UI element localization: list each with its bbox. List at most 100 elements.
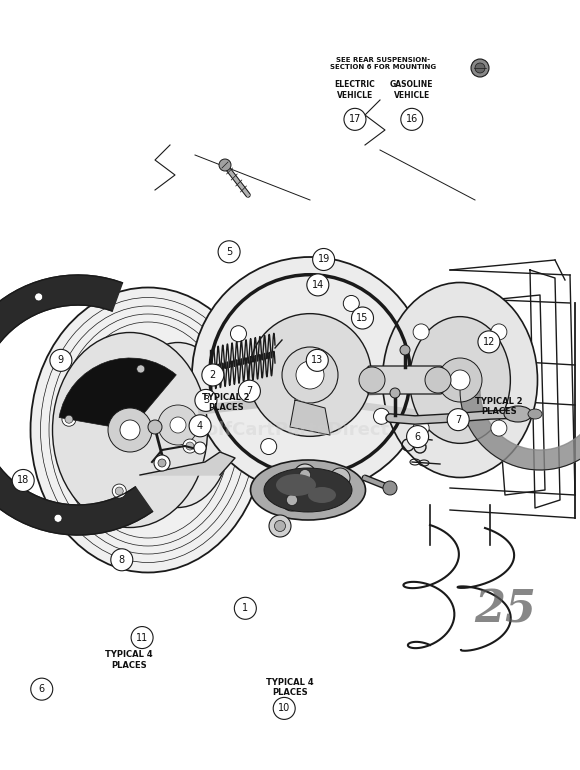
Circle shape bbox=[374, 408, 390, 424]
Text: TYPICAL 4
PLACES: TYPICAL 4 PLACES bbox=[105, 650, 153, 670]
Circle shape bbox=[475, 63, 485, 73]
Text: 6: 6 bbox=[415, 432, 420, 441]
Circle shape bbox=[170, 417, 186, 433]
Circle shape bbox=[115, 487, 123, 495]
Ellipse shape bbox=[409, 316, 510, 444]
Circle shape bbox=[120, 420, 140, 440]
Circle shape bbox=[401, 109, 423, 130]
Circle shape bbox=[219, 159, 231, 171]
Text: TYPICAL 2
PLACES: TYPICAL 2 PLACES bbox=[475, 397, 523, 417]
Text: 5: 5 bbox=[226, 247, 232, 256]
Text: 1: 1 bbox=[242, 604, 248, 613]
Ellipse shape bbox=[123, 343, 233, 507]
Circle shape bbox=[12, 470, 34, 491]
Text: 17: 17 bbox=[349, 115, 361, 124]
Circle shape bbox=[281, 489, 303, 511]
Text: 10: 10 bbox=[278, 704, 291, 713]
Ellipse shape bbox=[382, 283, 538, 477]
Text: 8: 8 bbox=[119, 555, 125, 564]
Text: 18: 18 bbox=[17, 476, 30, 485]
Circle shape bbox=[234, 598, 256, 619]
Circle shape bbox=[230, 326, 246, 342]
Text: 14: 14 bbox=[311, 280, 324, 290]
Circle shape bbox=[148, 420, 162, 434]
Circle shape bbox=[273, 698, 295, 719]
Text: GASOLINE
VEHICLE: GASOLINE VEHICLE bbox=[390, 80, 433, 100]
Circle shape bbox=[269, 515, 291, 537]
Circle shape bbox=[62, 412, 76, 427]
Circle shape bbox=[344, 109, 366, 130]
Circle shape bbox=[400, 345, 410, 355]
Circle shape bbox=[218, 241, 240, 263]
Circle shape bbox=[343, 296, 359, 312]
Circle shape bbox=[111, 549, 133, 571]
Text: 9: 9 bbox=[58, 356, 64, 365]
Polygon shape bbox=[0, 275, 153, 535]
Circle shape bbox=[287, 494, 298, 505]
Circle shape bbox=[113, 484, 126, 498]
Circle shape bbox=[450, 370, 470, 390]
Circle shape bbox=[425, 367, 451, 393]
Circle shape bbox=[413, 420, 429, 436]
Circle shape bbox=[238, 380, 260, 402]
Circle shape bbox=[359, 367, 385, 393]
Ellipse shape bbox=[31, 287, 266, 573]
Text: 2: 2 bbox=[210, 370, 216, 380]
Circle shape bbox=[189, 415, 211, 437]
Circle shape bbox=[194, 442, 206, 454]
Circle shape bbox=[154, 455, 170, 471]
Text: TYPICAL 2
PLACES: TYPICAL 2 PLACES bbox=[202, 393, 250, 413]
Text: SEE REAR SUSPENSION-
SECTION 6 FOR MOUNTING: SEE REAR SUSPENSION- SECTION 6 FOR MOUNT… bbox=[330, 58, 436, 70]
Circle shape bbox=[274, 521, 285, 531]
Text: 11: 11 bbox=[136, 633, 148, 642]
Ellipse shape bbox=[251, 460, 365, 520]
Circle shape bbox=[108, 408, 152, 452]
Text: 12: 12 bbox=[483, 337, 495, 346]
Circle shape bbox=[249, 313, 371, 437]
Polygon shape bbox=[290, 400, 330, 435]
Text: 25: 25 bbox=[474, 588, 536, 631]
Circle shape bbox=[306, 350, 328, 371]
Text: 15: 15 bbox=[356, 313, 369, 323]
Wedge shape bbox=[59, 358, 176, 430]
Circle shape bbox=[438, 358, 482, 402]
Circle shape bbox=[35, 293, 43, 301]
Circle shape bbox=[195, 390, 217, 411]
Ellipse shape bbox=[264, 468, 352, 512]
Text: ELECTRIC
VEHICLE: ELECTRIC VEHICLE bbox=[335, 80, 375, 100]
Circle shape bbox=[31, 678, 53, 700]
Text: 7: 7 bbox=[455, 415, 461, 424]
Circle shape bbox=[50, 350, 72, 371]
Ellipse shape bbox=[53, 333, 208, 527]
Circle shape bbox=[491, 420, 507, 436]
Circle shape bbox=[478, 331, 500, 353]
Circle shape bbox=[383, 481, 397, 495]
Circle shape bbox=[407, 426, 429, 447]
Circle shape bbox=[330, 468, 350, 488]
Circle shape bbox=[351, 307, 374, 329]
Ellipse shape bbox=[276, 474, 316, 496]
Circle shape bbox=[54, 514, 62, 522]
Circle shape bbox=[158, 405, 198, 445]
Circle shape bbox=[158, 459, 166, 467]
Text: GolfCartPartsDirect: GolfCartPartsDirect bbox=[191, 421, 389, 439]
Ellipse shape bbox=[308, 487, 336, 503]
Circle shape bbox=[390, 388, 400, 398]
Circle shape bbox=[192, 257, 428, 493]
Circle shape bbox=[282, 347, 338, 403]
Circle shape bbox=[296, 361, 324, 389]
Text: 4: 4 bbox=[197, 421, 203, 430]
Circle shape bbox=[134, 362, 148, 376]
Polygon shape bbox=[460, 350, 580, 470]
Circle shape bbox=[137, 365, 145, 373]
Ellipse shape bbox=[504, 406, 532, 422]
Text: 19: 19 bbox=[317, 255, 330, 264]
Circle shape bbox=[260, 439, 277, 454]
Circle shape bbox=[313, 249, 335, 270]
Circle shape bbox=[183, 439, 197, 453]
Circle shape bbox=[131, 627, 153, 648]
Text: 3: 3 bbox=[203, 396, 209, 405]
Text: 13: 13 bbox=[311, 356, 324, 365]
Polygon shape bbox=[140, 452, 235, 475]
Circle shape bbox=[491, 324, 507, 340]
